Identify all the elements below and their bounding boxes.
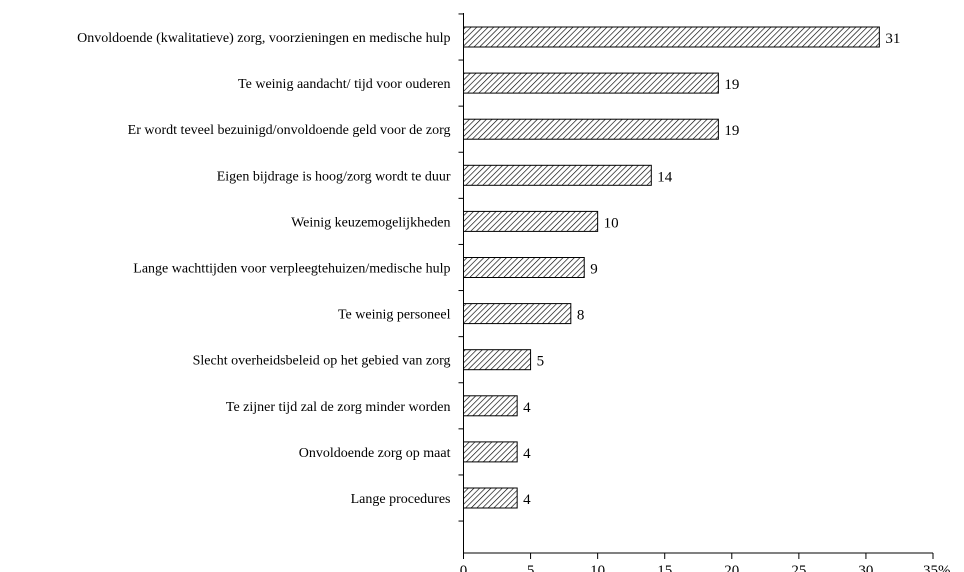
- bar: [463, 210, 599, 232]
- value-label: 10: [604, 215, 619, 231]
- category-label: Er wordt teveel bezuinigd/onvoldoende ge…: [128, 123, 451, 138]
- x-axis: [463, 552, 934, 559]
- value-label: 9: [590, 262, 598, 278]
- bar: [463, 26, 880, 48]
- category-label: Eigen bijdrage is hoog/zorg wordt te duu…: [217, 169, 451, 184]
- bar: [463, 257, 585, 278]
- bar: [463, 441, 518, 463]
- value-label: 19: [724, 123, 739, 139]
- x-tick-label: 25: [791, 563, 806, 572]
- category-labels: Onvoldoende (kwalitatieve) zorg, voorzie…: [77, 31, 451, 507]
- x-tick-label: 5: [527, 563, 535, 572]
- x-tick-label: 30: [858, 563, 873, 572]
- x-tick-label: 15: [657, 563, 672, 572]
- value-label: 4: [523, 400, 531, 416]
- category-label: Lange procedures: [351, 492, 451, 507]
- value-label: 8: [577, 308, 585, 324]
- category-label: Te weinig personeel: [338, 308, 451, 323]
- value-label: 31: [885, 31, 900, 47]
- value-label: 4: [523, 446, 531, 462]
- category-label: Onvoldoende (kwalitatieve) zorg, voorzie…: [77, 31, 450, 46]
- x-tick-label: 35%: [923, 563, 951, 572]
- bar: [463, 395, 518, 417]
- bar: [463, 487, 518, 509]
- x-tick-label: 0: [460, 563, 468, 572]
- y-axis: [458, 13, 464, 553]
- category-label: Lange wachttijden voor verpleegtehuizen/…: [133, 262, 450, 277]
- bar: [463, 164, 652, 186]
- category-label: Weinig keuzemogelijkheden: [291, 215, 450, 230]
- bar: [463, 118, 719, 140]
- category-label: Te weinig aandacht/ tijd voor ouderen: [238, 77, 450, 92]
- bar: [463, 349, 532, 371]
- x-tick-label: 20: [724, 563, 739, 572]
- value-label: 4: [523, 492, 531, 508]
- x-tick-labels: 0 5 10 15 20 25 30 35%: [460, 563, 951, 572]
- x-tick-label: 10: [590, 563, 605, 572]
- category-label: Onvoldoende zorg op maat: [299, 446, 451, 461]
- category-label: Te zijner tijd zal de zorg minder worden: [226, 400, 451, 415]
- category-label: Slecht overheidsbeleid op het gebied van…: [193, 354, 451, 369]
- value-labels: 31 19 19 14 10 9 8 5 4 4 4: [523, 31, 900, 508]
- value-label: 5: [537, 354, 545, 370]
- bar: [463, 72, 719, 94]
- bars: [463, 26, 880, 509]
- bar: [463, 303, 572, 325]
- value-label: 19: [724, 77, 739, 93]
- value-label: 14: [657, 169, 673, 185]
